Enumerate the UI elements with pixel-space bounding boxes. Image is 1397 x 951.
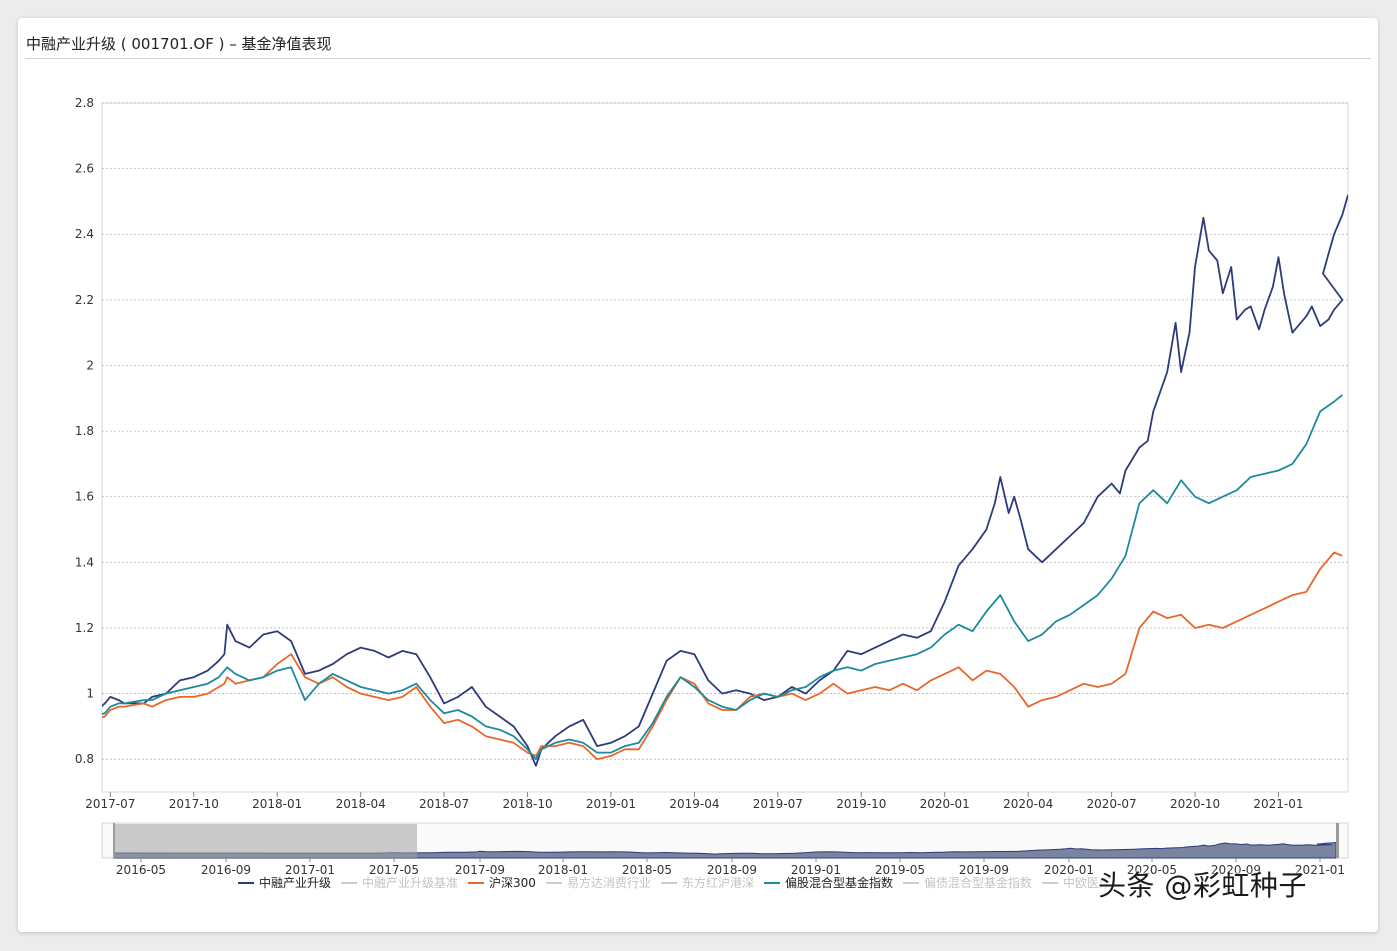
- series-line-2: [102, 394, 1343, 761]
- nav-tick-label: 2018-05: [622, 863, 672, 877]
- legend-item[interactable]: 易方达消费行业: [545, 874, 651, 891]
- navigator-area: [113, 841, 1337, 859]
- legend-item[interactable]: 中融产业升级: [238, 874, 331, 891]
- y-tick-label: 1: [86, 687, 94, 701]
- legend-swatch: [1042, 881, 1058, 884]
- legend-swatch: [341, 881, 358, 884]
- nav-tick-label: 2018-01: [538, 863, 588, 877]
- nav-tick-label: 2016-09: [201, 863, 251, 877]
- nav-tick-label: 2019-01: [791, 863, 841, 877]
- legend-swatch: [902, 881, 919, 884]
- y-tick-label: 0.8: [75, 752, 94, 766]
- nav-tick-label: 2016-05: [116, 863, 166, 877]
- x-tick-label: 2020-10: [1170, 797, 1220, 811]
- nav-tick-label: 2017-05: [369, 863, 419, 877]
- legend-swatch: [468, 881, 485, 884]
- legend-swatch: [660, 881, 677, 884]
- x-tick-label: 2019-04: [669, 797, 719, 811]
- nav-tick-label: 2019-09: [959, 863, 1009, 877]
- x-tick-label: 2020-01: [920, 797, 970, 811]
- nav-tick-label: 2020-05: [1127, 863, 1177, 877]
- grid-lines: [101, 102, 1349, 793]
- y-tick-label: 2.2: [75, 293, 94, 307]
- legend-item[interactable]: 偏债混合型基金指数: [902, 874, 1032, 891]
- nav-tick-label: 2019-05: [875, 863, 925, 877]
- chart-title: 中融产业升级 ( 001701.OF ) – 基金净值表现: [26, 35, 332, 53]
- x-tick-label: 2020-04: [1003, 797, 1053, 811]
- navigator-handle-left: [113, 823, 115, 858]
- series-lines: [102, 194, 1348, 767]
- legend-swatch: [763, 881, 780, 884]
- legend: 中融产业升级 中融产业升级基准 沪深300 易方达消费行业 东方红沪港深 偏股混合型基金指…: [238, 874, 1133, 891]
- x-tick-label: 2018-04: [336, 797, 386, 811]
- y-tick-label: 1.6: [75, 490, 94, 504]
- x-tick-label: 2020-07: [1087, 797, 1137, 811]
- x-tick-label: 2021-01: [1253, 797, 1303, 811]
- y-tick-label: 2: [86, 358, 94, 372]
- y-tick-label: 2.8: [75, 96, 94, 110]
- legend-item[interactable]: 偏股混合型基金指数: [763, 874, 893, 891]
- legend-label: 沪深300: [489, 876, 536, 890]
- x-axis-ticks: 2017-07 2017-10 2018-01 2018-04 2018-07 2018-…: [85, 792, 1304, 811]
- chart-card: 中融产业升级 ( 001701.OF ) – 基金净值表现: [18, 18, 1378, 932]
- y-axis-ticks: 0.8 1 1.2 1.4 1.6 1.8 2 2.2 2.4 2.6 2.8: [75, 96, 94, 766]
- nav-tick-label: 2018-09: [707, 863, 757, 877]
- navigator: 2016-05 2016-09 2017-01 2017-05 2017-09 2018-…: [101, 822, 1349, 877]
- nav-tick-label: 2017-01: [285, 863, 335, 877]
- y-tick-label: 1.8: [75, 424, 94, 438]
- x-tick-label: 2017-10: [169, 797, 219, 811]
- legend-swatch: [238, 881, 254, 884]
- navigator-mask-left: [114, 824, 417, 858]
- plot-frame: [101, 102, 1349, 793]
- y-tick-label: 2.6: [75, 162, 94, 176]
- series-line-1: [102, 551, 1343, 761]
- legend-item[interactable]: 东方红沪港深: [660, 874, 754, 891]
- series-line-0: [102, 194, 1348, 767]
- x-tick-label: 2018-10: [502, 797, 552, 811]
- nav-tick-label: 2017-09: [455, 863, 505, 877]
- legend-swatch: [545, 881, 562, 884]
- legend-label: 中欧医疗…: [1063, 876, 1124, 890]
- legend-label: 中融产业升级: [259, 876, 332, 890]
- x-tick-label: 2018-01: [252, 797, 302, 811]
- y-tick-label: 1.4: [75, 555, 94, 569]
- x-tick-label: 2019-10: [836, 797, 886, 811]
- legend-label: 偏股混合型基金指数: [784, 876, 893, 890]
- legend-label: 东方红沪港深: [681, 876, 754, 890]
- navigator-handle-right: [1336, 823, 1339, 858]
- watermark: 头条 @彩虹种子: [1098, 869, 1307, 902]
- legend-item[interactable]: 中融产业升级基准: [341, 874, 458, 891]
- legend-item[interactable]: 沪深300: [468, 874, 536, 891]
- title-divider: [25, 58, 1371, 59]
- y-tick-label: 1.2: [75, 621, 94, 635]
- x-tick-label: 2019-01: [586, 797, 636, 811]
- x-tick-label: 2018-07: [419, 797, 469, 811]
- y-tick-label: 2.4: [75, 227, 94, 241]
- nav-tick-label: 2020-01: [1044, 863, 1094, 877]
- nav-tick-label: 2021-01: [1295, 863, 1345, 877]
- x-tick-label: 2017-07: [85, 797, 135, 811]
- legend-label: 易方达消费行业: [566, 876, 651, 890]
- nav-tick-label: 2020-09: [1211, 863, 1261, 877]
- legend-item[interactable]: 中欧医疗…: [1042, 874, 1123, 891]
- legend-label: 偏债混合型基金指数: [923, 876, 1032, 890]
- legend-label: 中融产业升级基准: [362, 876, 459, 890]
- x-tick-label: 2019-07: [753, 797, 803, 811]
